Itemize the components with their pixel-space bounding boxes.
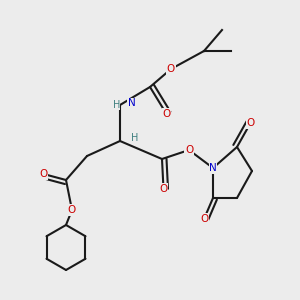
Text: O: O (159, 184, 168, 194)
Text: H: H (131, 133, 139, 143)
Text: O: O (167, 64, 175, 74)
Text: O: O (246, 118, 255, 128)
Text: O: O (185, 145, 193, 155)
Text: N: N (209, 163, 217, 173)
Text: O: O (200, 214, 208, 224)
Text: O: O (68, 205, 76, 215)
Text: N: N (128, 98, 135, 109)
Text: O: O (39, 169, 48, 179)
Text: H: H (112, 100, 120, 110)
Text: O: O (162, 109, 171, 119)
